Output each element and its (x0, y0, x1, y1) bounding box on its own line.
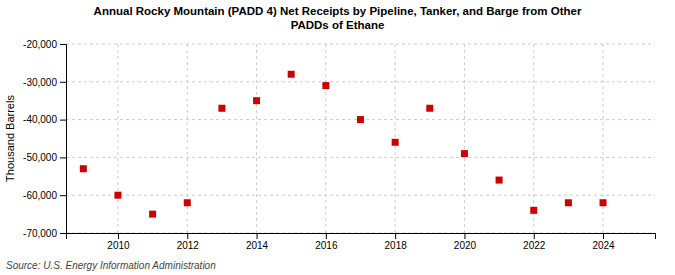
point (218, 105, 225, 112)
title-line: Annual Rocky Mountain (PADD 4) Net Recei… (94, 5, 582, 17)
y-tick: -30,000 (23, 77, 66, 88)
x-tick: 2010 (107, 233, 130, 251)
point (600, 199, 607, 206)
y-tick-mark (60, 195, 66, 196)
y-tick-mark (60, 120, 66, 121)
grid (66, 44, 655, 233)
y-tick: -20,000 (23, 39, 66, 50)
x-tick-label: 2016 (315, 240, 338, 251)
chart: Annual Rocky Mountain (PADD 4) Net Recei… (0, 0, 675, 275)
grid-line-x (464, 44, 465, 233)
point (184, 199, 191, 206)
y-tick-label: -50,000 (23, 152, 57, 163)
x-tick-mark (603, 233, 604, 239)
point (149, 211, 156, 218)
grid-line-x (325, 44, 326, 233)
point (392, 139, 399, 146)
title-line: PADDs of Ethane (291, 19, 385, 31)
x-tick-mark (464, 233, 465, 239)
x-axis-line (67, 234, 656, 240)
y-tick: -40,000 (23, 114, 66, 125)
grid-line-y (66, 44, 655, 45)
point (530, 207, 537, 214)
point (288, 71, 295, 78)
x-tick-mark (395, 233, 396, 239)
x-tick: 2024 (592, 233, 615, 251)
x-tick-mark (534, 233, 535, 239)
plot: 20102012201420162018202020222024-70,000-… (23, 39, 655, 251)
grid-line-x (533, 44, 534, 233)
point (253, 97, 260, 104)
x-tick-label: 2022 (523, 240, 546, 251)
point (426, 105, 433, 112)
point (322, 82, 329, 89)
point (565, 199, 572, 206)
y-tick: -50,000 (23, 152, 66, 163)
x-tick-label: 2020 (454, 240, 477, 251)
x-tick: 2022 (523, 233, 546, 251)
grid-line-y (66, 195, 655, 196)
grid-line-y (66, 81, 655, 82)
x-tick-mark (118, 233, 119, 239)
x-tick: 2014 (246, 233, 269, 251)
y-tick-mark (60, 82, 66, 83)
x-tick-mark (187, 233, 188, 239)
x-tick-label: 2012 (177, 240, 200, 251)
y-tick-label: -60,000 (23, 190, 57, 201)
y-axis-title: Thousand Barrels (4, 95, 16, 182)
x-tick-label: 2018 (385, 240, 408, 251)
points (80, 71, 607, 218)
x-tick: 2020 (454, 233, 477, 251)
point (80, 165, 87, 172)
source: Source: U.S. Energy Information Administ… (6, 260, 216, 271)
grid-line-x (395, 44, 396, 233)
x-tick-mark (326, 233, 327, 239)
grid-line-y (66, 157, 655, 158)
x-tick-label: 2014 (246, 240, 269, 251)
grid-line-x (117, 44, 118, 233)
point (357, 116, 364, 123)
y-tick: -60,000 (23, 190, 66, 201)
y-axis-line (60, 45, 67, 234)
y-tick-mark (60, 44, 66, 45)
grid-line-x (256, 44, 257, 233)
y-tick-label: -40,000 (23, 114, 57, 125)
x-tick: 2016 (315, 233, 338, 251)
point (461, 150, 468, 157)
y-axis: -70,000 -60,000 -50,000 -40,000 -30,000 -20,0… (23, 39, 66, 239)
y-tick-label: -30,000 (23, 77, 57, 88)
title: Annual Rocky Mountain (PADD 4) Net Recei… (94, 5, 582, 31)
y-tick: -70,000 (23, 228, 66, 239)
y-tick-label: -70,000 (23, 228, 57, 239)
y-tick-label: -20,000 (23, 39, 57, 50)
x-tick-label: 2010 (107, 240, 130, 251)
y-tick-mark (60, 233, 66, 234)
point (496, 177, 503, 184)
x-axis: 2010 2012 2014 2016 2018 2020 2022 2024 (67, 233, 656, 251)
y-tick-mark (60, 157, 66, 158)
x-tick-mark (257, 233, 258, 239)
point (114, 192, 121, 199)
x-tick-label: 2024 (592, 240, 615, 251)
x-tick: 2012 (177, 233, 200, 251)
x-tick: 2018 (385, 233, 408, 251)
